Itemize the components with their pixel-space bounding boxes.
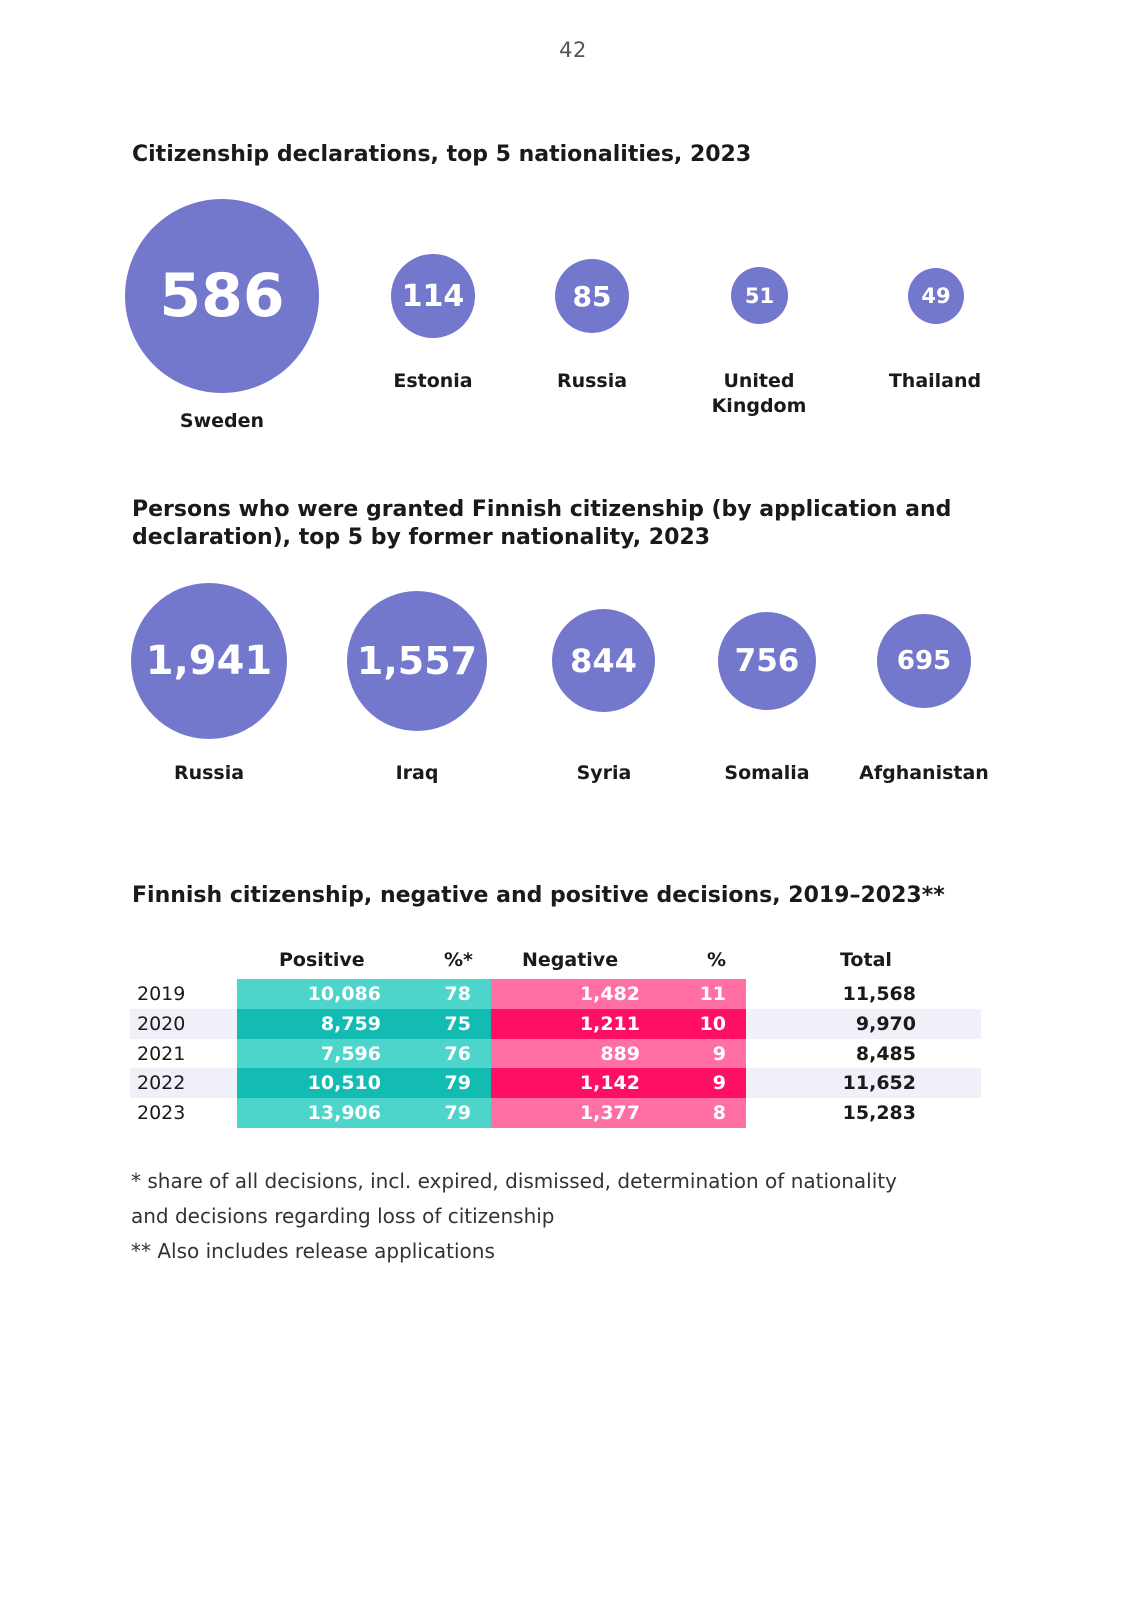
- label-russia: Russia: [556, 370, 628, 392]
- cell-negative-pct: 9: [675, 1068, 746, 1098]
- bubble-afghanistan: 695: [877, 614, 971, 708]
- cell-total: 15,283: [842, 1102, 916, 1124]
- cell-positive: 7,596: [237, 1039, 421, 1069]
- header-positive-pct: %*: [444, 949, 473, 971]
- cell-negative: 889: [491, 1039, 675, 1069]
- bubble-iraq: 1,557: [347, 591, 487, 731]
- cell-total: 9,970: [855, 1013, 916, 1035]
- cell-negative-pct: 8: [675, 1098, 746, 1128]
- cell-positive-pct: 79: [421, 1098, 491, 1128]
- granted-title-line1: Persons who were granted Finnish citizen…: [132, 497, 952, 522]
- bubble-russia: 85: [555, 259, 629, 333]
- label-thailand: Thailand: [888, 370, 982, 392]
- decisions-title: Finnish citizenship, negative and positi…: [132, 883, 945, 908]
- bubble-sweden: 586: [125, 199, 319, 393]
- cell-positive: 13,906: [237, 1098, 421, 1128]
- footnotes: * share of all decisions, incl. expired,…: [131, 1164, 981, 1269]
- table-row: 2023 13,906 79 1,377 8 15,283: [130, 1098, 981, 1128]
- bubble-russia-granted: 1,941: [131, 583, 287, 739]
- label-sweden: Sweden: [179, 410, 265, 432]
- granted-title: Persons who were granted Finnish citizen…: [132, 496, 951, 552]
- cell-positive-pct: 78: [421, 979, 491, 1009]
- cell-negative-pct: 11: [675, 979, 746, 1009]
- cell-positive-pct: 76: [421, 1039, 491, 1069]
- footnote-line1: * share of all decisions, incl. expired,…: [131, 1169, 897, 1193]
- footnote-line2: and decisions regarding loss of citizens…: [131, 1204, 555, 1228]
- label-russia-granted: Russia: [173, 762, 245, 784]
- label-iraq: Iraq: [395, 762, 439, 784]
- bubble-united-kingdom: 51: [731, 267, 788, 324]
- cell-year: 2021: [137, 1043, 186, 1065]
- label-syria: Syria: [576, 762, 632, 784]
- table-row: 2021 7,596 76 889 9 8,485: [130, 1039, 981, 1069]
- table-row: 2022 10,510 79 1,142 9 11,652: [130, 1068, 981, 1098]
- cell-total: 11,568: [842, 983, 916, 1005]
- bubble-syria: 844: [552, 609, 655, 712]
- table-row: 2020 8,759 75 1,211 10 9,970: [130, 1009, 981, 1039]
- cell-total: 11,652: [842, 1072, 916, 1094]
- cell-positive-pct: 79: [421, 1068, 491, 1098]
- header-negative-pct: %: [707, 949, 727, 971]
- label-somalia: Somalia: [724, 762, 810, 784]
- bubble-somalia: 756: [718, 612, 816, 710]
- cell-negative: 1,482: [491, 979, 675, 1009]
- cell-positive-pct: 75: [421, 1009, 491, 1039]
- declarations-title: Citizenship declarations, top 5 national…: [132, 142, 752, 167]
- footnote-line3: ** Also includes release applications: [131, 1239, 495, 1263]
- cell-year: 2019: [137, 983, 186, 1005]
- label-united-kingdom-text: United Kingdom: [711, 370, 807, 417]
- header-negative: Negative: [522, 949, 619, 971]
- header-positive: Positive: [279, 949, 365, 971]
- cell-year: 2020: [137, 1013, 186, 1035]
- cell-negative-pct: 9: [675, 1039, 746, 1069]
- header-total: Total: [840, 949, 892, 971]
- cell-total: 8,485: [855, 1043, 916, 1065]
- bubble-thailand: 49: [908, 268, 964, 324]
- cell-negative: 1,211: [491, 1009, 675, 1039]
- granted-title-line2: declaration), top 5 by former nationalit…: [132, 525, 711, 550]
- label-united-kingdom: United Kingdom: [669, 369, 849, 419]
- cell-positive: 10,086: [237, 979, 421, 1009]
- cell-negative: 1,142: [491, 1068, 675, 1098]
- cell-negative-pct: 10: [675, 1009, 746, 1039]
- bubble-estonia: 114: [391, 254, 475, 338]
- cell-positive: 10,510: [237, 1068, 421, 1098]
- table-row: 2019 10,086 78 1,482 11 11,568: [130, 979, 981, 1009]
- label-afghanistan: Afghanistan: [859, 762, 989, 784]
- page-number: 42: [559, 38, 587, 62]
- label-estonia: Estonia: [393, 370, 473, 392]
- cell-positive: 8,759: [237, 1009, 421, 1039]
- cell-year: 2022: [137, 1072, 186, 1094]
- cell-negative: 1,377: [491, 1098, 675, 1128]
- cell-year: 2023: [137, 1102, 186, 1124]
